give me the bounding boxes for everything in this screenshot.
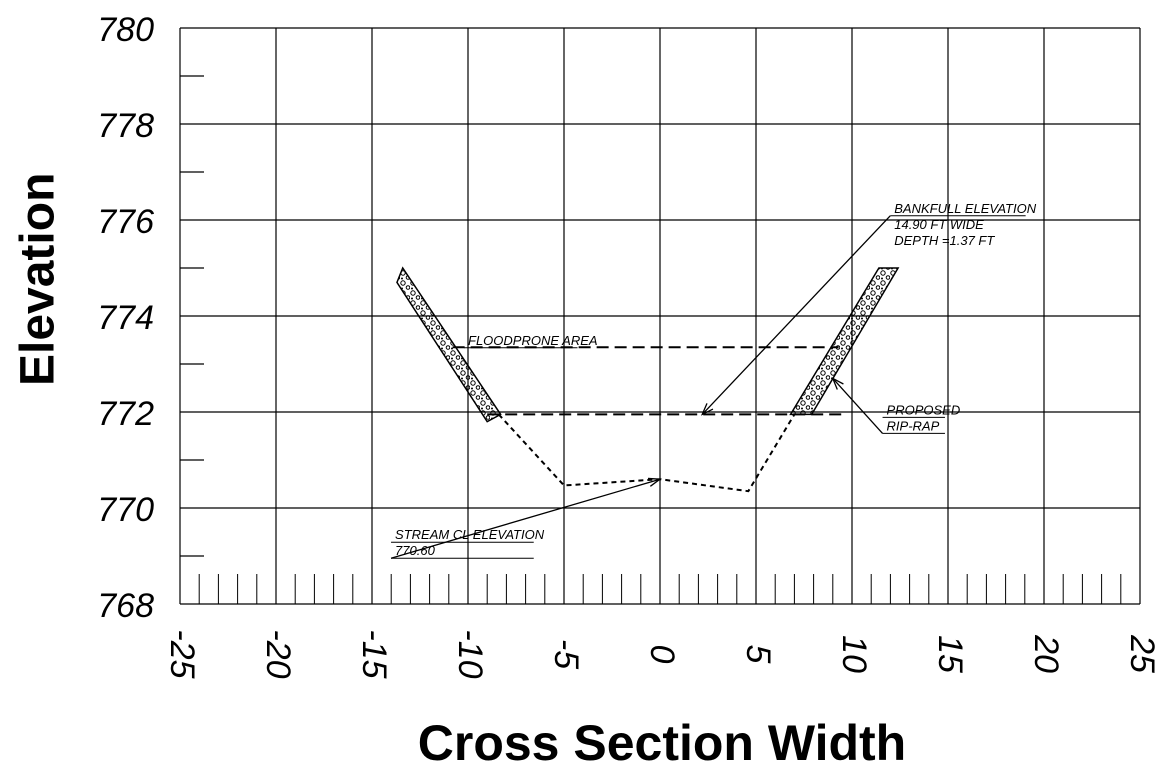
x-tick-label: 15 [931, 635, 969, 673]
y-tick-label: 776 [97, 203, 154, 241]
annotation-text: FLOODPRONE AREA [468, 333, 598, 348]
annotation-arrowhead [831, 376, 844, 390]
annotation-text: 14.90 FT WIDE [894, 217, 984, 232]
annotation-text: DEPTH =1.37 FT [894, 233, 995, 248]
y-tick-label: 774 [97, 299, 154, 337]
x-tick-label: 10 [835, 635, 873, 673]
y-tick-label: 770 [97, 491, 154, 529]
y-tick-label: 778 [97, 107, 154, 145]
x-tick-label: -5 [547, 639, 585, 669]
annotation-text: BANKFULL ELEVATION [894, 201, 1036, 216]
x-tick-label: -25 [163, 629, 201, 678]
riprap [396, 266, 502, 423]
x-tick-label: -15 [355, 629, 393, 678]
annotation-leader [701, 215, 891, 415]
y-tick-label: 780 [97, 11, 154, 49]
riprap [789, 267, 900, 416]
annotation-arrowhead [700, 403, 714, 416]
annotation-arrowhead [647, 477, 662, 487]
y-tick-label: 768 [97, 587, 154, 625]
x-tick-label: -20 [259, 629, 297, 678]
annotation-text: PROPOSED [887, 402, 961, 417]
x-tick-label: 5 [739, 645, 777, 664]
y-tick-label: 772 [97, 395, 154, 433]
x-axis-label: Cross Section Width [417, 715, 907, 771]
x-tick-label: 20 [1027, 634, 1065, 673]
series-line-0 [497, 413, 796, 493]
annotation-text: RIP-RAP [887, 418, 940, 433]
y-axis-label: Elevation [11, 172, 65, 386]
x-tick-label: 25 [1123, 634, 1157, 673]
annotation-leader [390, 478, 661, 559]
annotation-leader [832, 377, 884, 434]
x-tick-label: 0 [643, 645, 681, 664]
x-tick-label: -10 [451, 629, 489, 678]
